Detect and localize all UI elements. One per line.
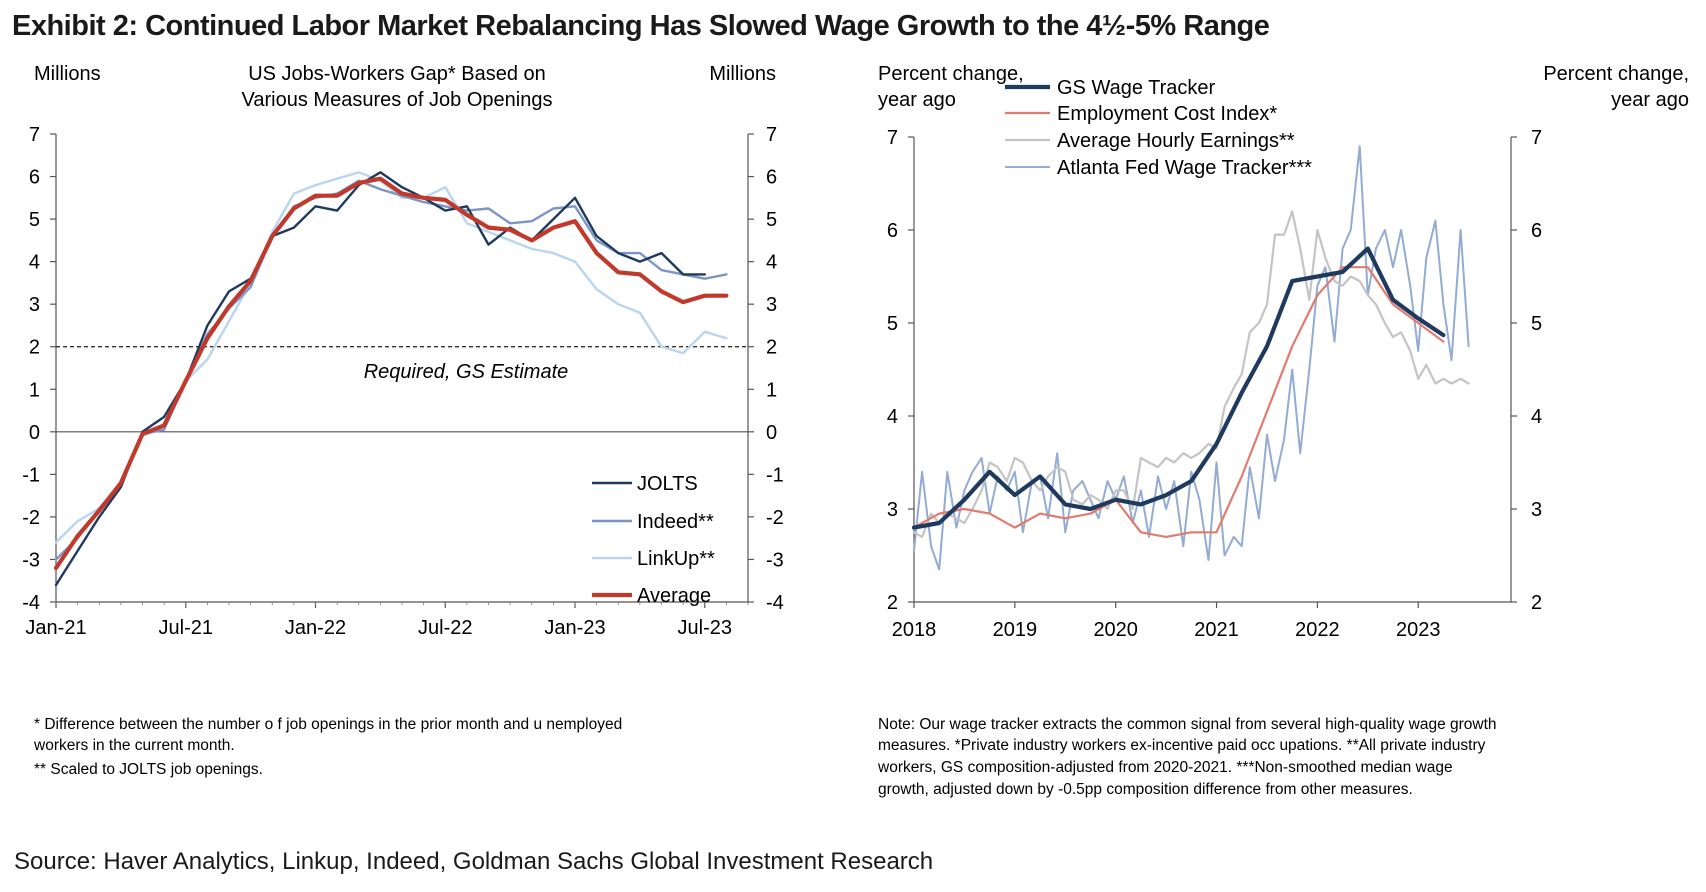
right-y-tick-label: 6 [766,167,777,189]
left-axis-unit: Millions [34,63,101,85]
right-y-tick-label: -1 [766,464,784,486]
right-y-tick-label: 7 [1531,127,1542,149]
right-y-tick-label: -4 [766,592,784,614]
series-line-employment-cost-index [912,266,1445,539]
left-y-tick-label: -4 [22,592,40,614]
x-tick-label: Jan-21 [25,617,86,639]
left-y-tick-label: 3 [887,499,898,521]
right-axis-unit: Millions [709,63,776,85]
exhibit-title: Exhibit 2: Continued Labor Market Rebala… [12,10,1270,42]
right-y-tick-label: -3 [766,549,784,571]
note-line-3: workers, GS composition-adjusted from 20… [877,759,1453,776]
left-y-tick-label: 6 [29,167,40,189]
right-y-tick-label: 6 [1531,220,1542,242]
right-axis-unit: Percent change, [1543,63,1689,85]
note-line-4: growth, adjusted down by -0.5pp composit… [878,781,1413,798]
left-y-tick-label: 5 [887,313,898,335]
x-tick-label: 2023 [1396,619,1441,641]
legend-label-linkup: LinkUp** [637,548,715,570]
chart-title-line-2: Various Measures of Job Openings [242,89,553,111]
x-tick-label: Jan-23 [544,617,605,639]
x-tick-label: Jul-23 [678,617,732,639]
x-tick-label: 2020 [1093,619,1138,641]
legend-label-atlanta-fed-wage-tracker: Atlanta Fed Wage Tracker*** [1057,157,1312,179]
right-y-tick-label: 3 [1531,499,1542,521]
x-tick-label: 2022 [1295,619,1340,641]
x-tick-label: 2021 [1194,619,1239,641]
left-y-tick-label: 0 [29,422,40,444]
series-line-jolts [54,171,706,587]
right-y-tick-label: 0 [766,422,777,444]
x-tick-label: Jul-21 [159,617,213,639]
series-line-atlanta-fed-wage-tracker [913,145,1470,571]
jobs-workers-gap-chart: Millions Millions US Jobs-Workers Gap* B… [22,63,784,778]
series-line-average-hourly-earnings [912,210,1470,539]
left-y-tick-label: 2 [29,337,40,359]
left-y-tick-label: 7 [887,127,898,149]
note-line-1: Note: Our wage tracker extracts the comm… [878,716,1497,733]
legend-label-employment-cost-index: Employment Cost Index* [1057,103,1277,125]
left-y-tick-label: 4 [29,252,40,274]
series-line-linkup [54,171,728,544]
left-axis-unit: Percent change, [878,63,1024,85]
right-y-tick-label: 1 [766,379,777,401]
footnote-2: workers in the current month. [33,737,235,754]
legend-label-average: Average [637,585,711,607]
series-line-average [53,176,729,571]
reference-line-label: Required, GS Estimate [364,361,569,383]
source-line: Source: Haver Analytics, Linkup, Indeed,… [14,848,934,875]
x-tick-label: Jan-22 [285,617,346,639]
right-y-tick-label: 3 [766,294,777,316]
x-tick-label: 2018 [892,619,937,641]
left-y-tick-label: 4 [887,406,898,428]
left-y-tick-label: 2 [887,592,898,614]
legend-label-indeed: Indeed** [637,511,714,533]
right-y-tick-label: 2 [1531,592,1542,614]
left-y-tick-label: -1 [22,464,40,486]
legend-label-gs-wage-tracker: GS Wage Tracker [1057,77,1216,99]
footnote-3: ** Scaled to JOLTS job openings. [34,761,263,778]
legend-label-jolts: JOLTS [637,473,698,495]
wage-growth-chart: Percent change, year ago Percent change,… [877,63,1689,798]
right-y-tick-label: 4 [1531,406,1542,428]
left-y-tick-label: 3 [29,294,40,316]
x-tick-label: 2019 [993,619,1038,641]
right-y-tick-label: -2 [766,507,784,529]
right-y-tick-label: 7 [766,124,777,146]
right-axis-unit-2: year ago [1611,89,1689,111]
left-axis-unit-2: year ago [878,89,956,111]
left-y-tick-label: 6 [887,220,898,242]
left-y-tick-label: -3 [22,549,40,571]
left-y-tick-label: -2 [22,507,40,529]
note-line-2: measures. *Private industry workers ex-i… [878,737,1486,754]
left-y-tick-label: 7 [29,124,40,146]
right-y-tick-label: 2 [766,337,777,359]
footnote-1: * Difference between the number o f job … [34,716,622,733]
x-tick-label: Jul-22 [418,617,472,639]
left-y-tick-label: 1 [29,379,40,401]
chart-title-line-1: US Jobs-Workers Gap* Based on [248,63,546,85]
right-y-tick-label: 4 [766,252,777,274]
left-y-tick-label: 5 [29,209,40,231]
legend-label-average-hourly-earnings: Average Hourly Earnings** [1057,130,1295,152]
right-y-tick-label: 5 [766,209,777,231]
series-line-gs-wage-tracker [911,246,1446,530]
right-y-tick-label: 5 [1531,313,1542,335]
